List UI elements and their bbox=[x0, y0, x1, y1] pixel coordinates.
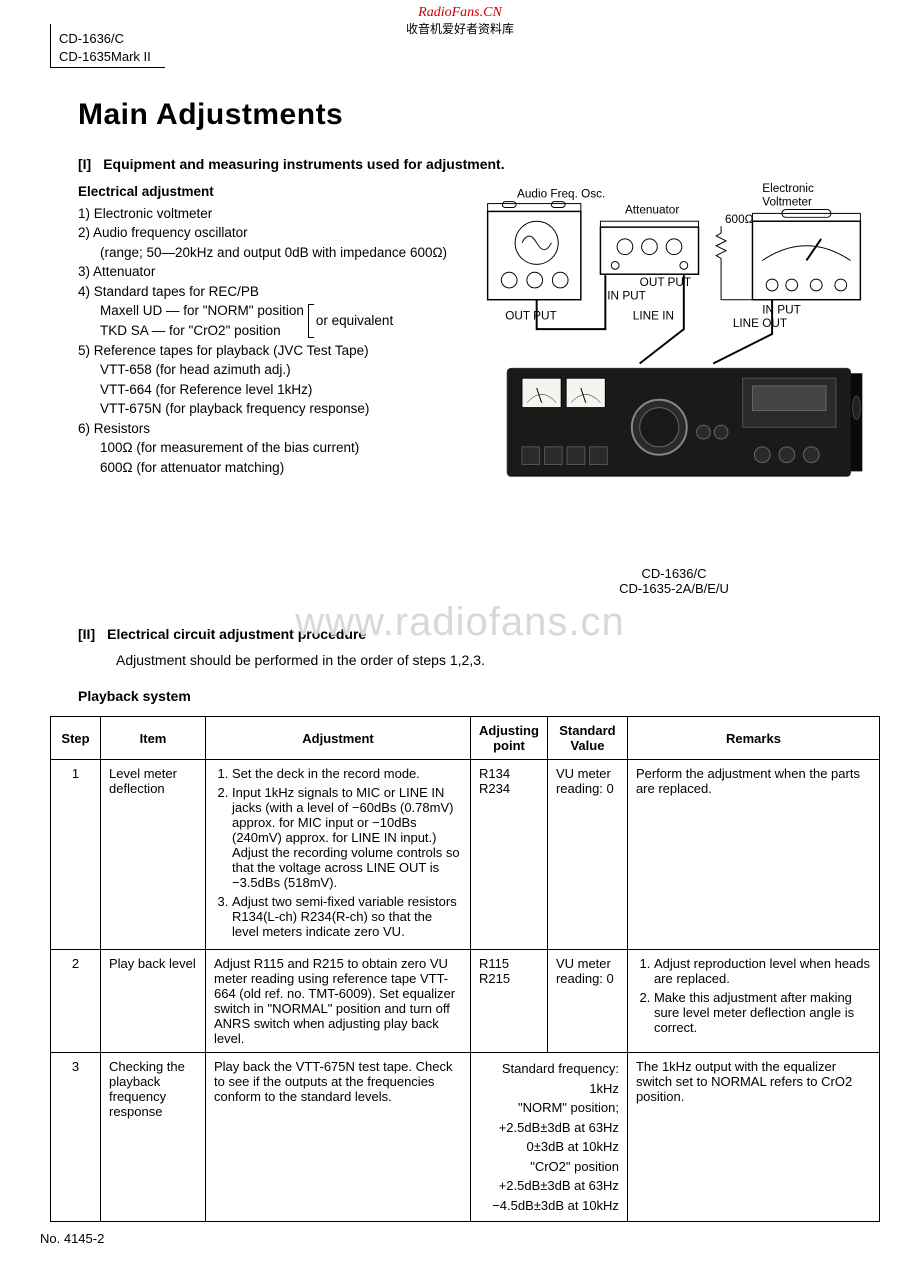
cell-remarks: Adjust reproduction level when heads are… bbox=[627, 950, 879, 1053]
cell-item: Level meter deflection bbox=[101, 760, 206, 950]
label-attenuator: Attenuator bbox=[625, 203, 679, 216]
section1-title: Equipment and measuring instruments used… bbox=[103, 156, 504, 172]
label-input1: IN PUT bbox=[607, 290, 646, 303]
cell-remarks: The 1kHz output with the equalizer switc… bbox=[627, 1053, 879, 1222]
std-l4: 0±3dB at 10kHz bbox=[479, 1137, 619, 1157]
label-ohm: 600Ω bbox=[725, 213, 754, 226]
label-input2: IN PUT bbox=[762, 304, 801, 317]
eq-item-6-sub2: 600Ω (for attenuator matching) bbox=[78, 458, 458, 478]
eq-item-3: Attenuator bbox=[93, 264, 155, 279]
page-title: Main Adjustments bbox=[78, 98, 880, 132]
adj-step-3: Adjust two semi-fixed variable resistors… bbox=[232, 894, 462, 939]
equipment-list: Electrical adjustment 1) Electronic volt… bbox=[78, 182, 458, 596]
cell-step: 2 bbox=[51, 950, 101, 1053]
device-line2: CD-1635-2A/B/E/U bbox=[468, 581, 880, 596]
cell-point: R134 R234 bbox=[471, 760, 548, 950]
watermark-line1: RadioFans.CN bbox=[406, 4, 514, 22]
cell-step: 1 bbox=[51, 760, 101, 950]
table-row: 3 Checking the playback frequency respon… bbox=[51, 1053, 880, 1222]
eq-item-2-sub: (range; 50—20kHz and output 0dB with imp… bbox=[78, 243, 458, 263]
eq-item-5-sub1: VTT-658 (for head azimuth adj.) bbox=[78, 360, 458, 380]
th-item: Item bbox=[101, 717, 206, 760]
th-point: Adjusting point bbox=[471, 717, 548, 760]
cell-adjustment: Set the deck in the record mode. Input 1… bbox=[206, 760, 471, 950]
label-voltmeter-1: Electronic bbox=[762, 182, 814, 195]
eq-item-5-sub3: VTT-675N (for playback frequency respons… bbox=[78, 399, 458, 419]
std-l7: −4.5dB±3dB at 10kHz bbox=[479, 1196, 619, 1216]
cell-value: VU meter reading: 0 bbox=[547, 760, 627, 950]
cell-item: Play back level bbox=[101, 950, 206, 1053]
eq-item-6-sub1: 100Ω (for measurement of the bias curren… bbox=[78, 438, 458, 458]
label-linein: LINE IN bbox=[633, 309, 674, 322]
cell-value: VU meter reading: 0 bbox=[547, 950, 627, 1053]
eq-item-1: Electronic voltmeter bbox=[94, 206, 213, 221]
adj-step-2: Input 1kHz signals to MIC or LINE IN jac… bbox=[232, 785, 462, 890]
table-row: 2 Play back level Adjust R115 and R215 t… bbox=[51, 950, 880, 1053]
th-adjustment: Adjustment bbox=[206, 717, 471, 760]
label-lineout: LINE OUT bbox=[733, 317, 787, 330]
section2-heading: [II] Electrical circuit adjustment proce… bbox=[78, 626, 880, 642]
rem-2: Make this adjustment after making sure l… bbox=[654, 990, 871, 1035]
eq-item-4-note: or equivalent bbox=[316, 311, 393, 331]
cell-standard-freq: Standard frequency: 1kHz "NORM" position… bbox=[471, 1053, 628, 1222]
device-label: CD-1636/C CD-1635-2A/B/E/U bbox=[468, 566, 880, 596]
label-voltmeter-2: Voltmeter bbox=[762, 196, 812, 209]
std-l1: Standard frequency: 1kHz bbox=[479, 1059, 619, 1098]
watermark-line2: 收音机爱好者资料库 bbox=[406, 22, 514, 38]
eq-item-4-sub2: TKD SA — for "CrO2" position bbox=[100, 321, 304, 341]
std-l2: "NORM" position; bbox=[479, 1098, 619, 1118]
eq-item-4: Standard tapes for REC/PB bbox=[94, 284, 259, 299]
section1-heading: [I] Equipment and measuring instruments … bbox=[78, 156, 880, 172]
eq-item-4-sub1: Maxell UD — for "NORM" position bbox=[100, 301, 304, 321]
model-header: CD-1636/C CD-1635Mark II bbox=[50, 24, 165, 68]
table-title: Playback system bbox=[78, 688, 880, 704]
section2-num: [II] bbox=[78, 626, 95, 642]
electrical-adjustment-subhead: Electrical adjustment bbox=[78, 182, 458, 202]
wiring-diagram: Audio Freq. Osc. OUT PUT Attenuator bbox=[468, 182, 880, 596]
eq-item-6: Resistors bbox=[94, 421, 150, 436]
adjustment-table: Step Item Adjustment Adjusting point Sta… bbox=[50, 716, 880, 1222]
label-osc: Audio Freq. Osc. bbox=[517, 188, 605, 201]
adj-step-1: Set the deck in the record mode. bbox=[232, 766, 462, 781]
rem-1: Adjust reproduction level when heads are… bbox=[654, 956, 871, 986]
diagram-svg: Audio Freq. Osc. OUT PUT Attenuator bbox=[468, 182, 880, 545]
eq-item-5: Reference tapes for playback (JVC Test T… bbox=[94, 343, 369, 358]
cell-point: R115 R215 bbox=[471, 950, 548, 1053]
std-l6: +2.5dB±3dB at 63Hz bbox=[479, 1176, 619, 1196]
std-l5: "CrO2" position bbox=[479, 1157, 619, 1177]
watermark-top: RadioFans.CN 收音机爱好者资料库 bbox=[406, 4, 514, 38]
cell-step: 3 bbox=[51, 1053, 101, 1222]
section2-note: Adjustment should be performed in the or… bbox=[116, 652, 880, 668]
cell-adjustment: Play back the VTT-675N test tape. Check … bbox=[206, 1053, 471, 1222]
label-output1: OUT PUT bbox=[505, 309, 556, 322]
table-header-row: Step Item Adjustment Adjusting point Sta… bbox=[51, 717, 880, 760]
eq-item-2: Audio frequency oscillator bbox=[93, 225, 248, 240]
model-line1: CD-1636/C bbox=[59, 30, 151, 48]
cell-adjustment: Adjust R115 and R215 to obtain zero VU m… bbox=[206, 950, 471, 1053]
eq-item-5-sub2: VTT-664 (for Reference level 1kHz) bbox=[78, 380, 458, 400]
cell-item: Checking the playback frequency response bbox=[101, 1053, 206, 1222]
th-value: Standard Value bbox=[547, 717, 627, 760]
table-row: 1 Level meter deflection Set the deck in… bbox=[51, 760, 880, 950]
th-remarks: Remarks bbox=[627, 717, 879, 760]
section1-num: [I] bbox=[78, 156, 91, 172]
cell-remarks: Perform the adjustment when the parts ar… bbox=[627, 760, 879, 950]
device-line1: CD-1636/C bbox=[468, 566, 880, 581]
section2-title: Electrical circuit adjustment procedure bbox=[107, 626, 366, 642]
std-l3: +2.5dB±3dB at 63Hz bbox=[479, 1118, 619, 1138]
th-step: Step bbox=[51, 717, 101, 760]
model-line2: CD-1635Mark II bbox=[59, 48, 151, 66]
page-footer: No. 4145-2 bbox=[40, 1231, 104, 1246]
